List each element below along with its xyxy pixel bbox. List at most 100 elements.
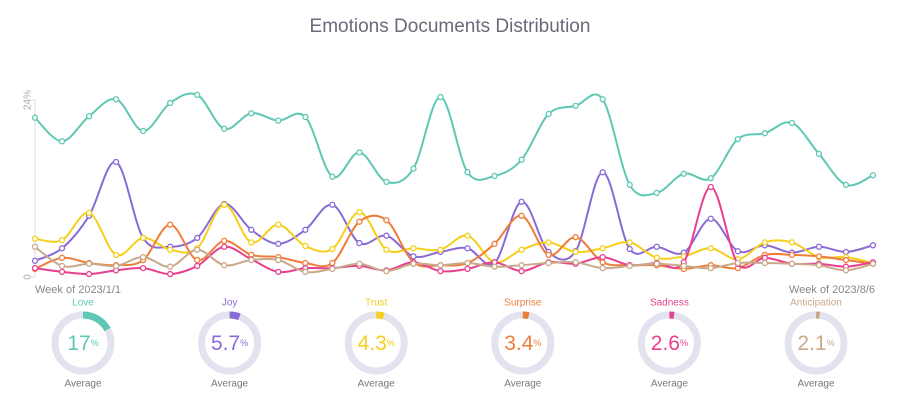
point bbox=[815, 243, 823, 250]
point bbox=[599, 245, 606, 252]
point bbox=[680, 262, 687, 270]
chart-title: Emotions Documents Distribution bbox=[310, 16, 591, 37]
point bbox=[464, 232, 471, 239]
point bbox=[167, 246, 174, 253]
summary-value: 2.6% bbox=[651, 332, 688, 355]
y-tick-label: 0 bbox=[23, 274, 34, 280]
point bbox=[707, 215, 714, 222]
point bbox=[356, 149, 363, 156]
point bbox=[815, 253, 823, 260]
point bbox=[329, 201, 336, 208]
summary-unit: % bbox=[533, 338, 541, 348]
point bbox=[194, 91, 201, 98]
summary-label: Average bbox=[358, 379, 396, 390]
point bbox=[626, 262, 633, 270]
summary-number: 3.4 bbox=[504, 332, 534, 355]
point bbox=[167, 99, 174, 107]
point bbox=[383, 232, 390, 239]
point bbox=[464, 245, 471, 252]
point bbox=[167, 221, 174, 228]
point bbox=[761, 239, 769, 246]
x-tick-label: Week of 2023/8/6 bbox=[789, 284, 875, 296]
summary-label: Average bbox=[504, 379, 542, 390]
point bbox=[248, 256, 255, 264]
point bbox=[58, 262, 66, 270]
point bbox=[31, 235, 39, 242]
point bbox=[248, 110, 255, 117]
summary-unit: % bbox=[387, 338, 395, 348]
donut-arc bbox=[82, 311, 111, 332]
point bbox=[707, 264, 714, 272]
summary-name: Sadness bbox=[650, 298, 689, 309]
point bbox=[626, 239, 633, 246]
summary-number: 2.6 bbox=[651, 332, 680, 355]
point bbox=[518, 262, 525, 269]
summary-unit: % bbox=[240, 338, 248, 348]
point bbox=[842, 256, 850, 264]
point bbox=[518, 198, 525, 205]
point bbox=[275, 117, 282, 124]
point bbox=[248, 239, 255, 246]
point bbox=[221, 201, 228, 208]
point bbox=[761, 254, 769, 261]
point bbox=[491, 240, 498, 247]
point bbox=[139, 127, 147, 135]
point bbox=[437, 267, 444, 275]
point bbox=[194, 234, 201, 242]
point bbox=[383, 246, 390, 253]
point bbox=[788, 251, 796, 259]
point bbox=[275, 256, 282, 264]
summary-name: Anticipation bbox=[790, 298, 842, 309]
point bbox=[626, 181, 633, 188]
point bbox=[599, 96, 606, 103]
point bbox=[112, 251, 120, 259]
point bbox=[112, 96, 120, 103]
point bbox=[31, 264, 39, 272]
point bbox=[842, 181, 850, 188]
point bbox=[734, 259, 741, 267]
point bbox=[572, 248, 579, 256]
summary-number: 4.3 bbox=[358, 332, 387, 355]
point bbox=[518, 267, 525, 275]
point bbox=[275, 240, 282, 247]
point bbox=[248, 226, 255, 233]
point bbox=[437, 246, 444, 253]
line bbox=[34, 186, 874, 276]
point bbox=[788, 119, 796, 127]
point bbox=[302, 242, 309, 250]
point bbox=[383, 267, 390, 275]
point bbox=[194, 262, 201, 270]
point bbox=[58, 138, 66, 145]
point bbox=[139, 264, 147, 272]
point bbox=[85, 270, 93, 278]
point bbox=[58, 254, 66, 261]
point bbox=[139, 253, 147, 261]
point bbox=[194, 246, 201, 253]
summary-value: 3.4% bbox=[504, 332, 541, 355]
point bbox=[31, 257, 39, 264]
point bbox=[545, 259, 552, 267]
point bbox=[518, 212, 525, 219]
summary-unit: % bbox=[827, 338, 835, 348]
point bbox=[194, 256, 201, 264]
point bbox=[626, 245, 633, 253]
point bbox=[599, 264, 606, 272]
point bbox=[491, 263, 498, 270]
point bbox=[545, 110, 552, 118]
point bbox=[788, 260, 796, 267]
summary-name: Love bbox=[72, 298, 94, 309]
summary-label: Average bbox=[64, 379, 102, 390]
y-tick-label: 24% bbox=[23, 90, 34, 110]
summary-unit: % bbox=[680, 338, 688, 348]
point bbox=[788, 239, 796, 246]
point bbox=[329, 245, 336, 253]
point bbox=[139, 234, 147, 242]
summary-name: Surprise bbox=[504, 298, 542, 309]
line bbox=[34, 160, 874, 266]
point bbox=[842, 248, 850, 256]
summary-label: Average bbox=[211, 379, 249, 390]
point bbox=[302, 268, 309, 275]
point bbox=[410, 245, 417, 252]
point bbox=[221, 237, 228, 245]
